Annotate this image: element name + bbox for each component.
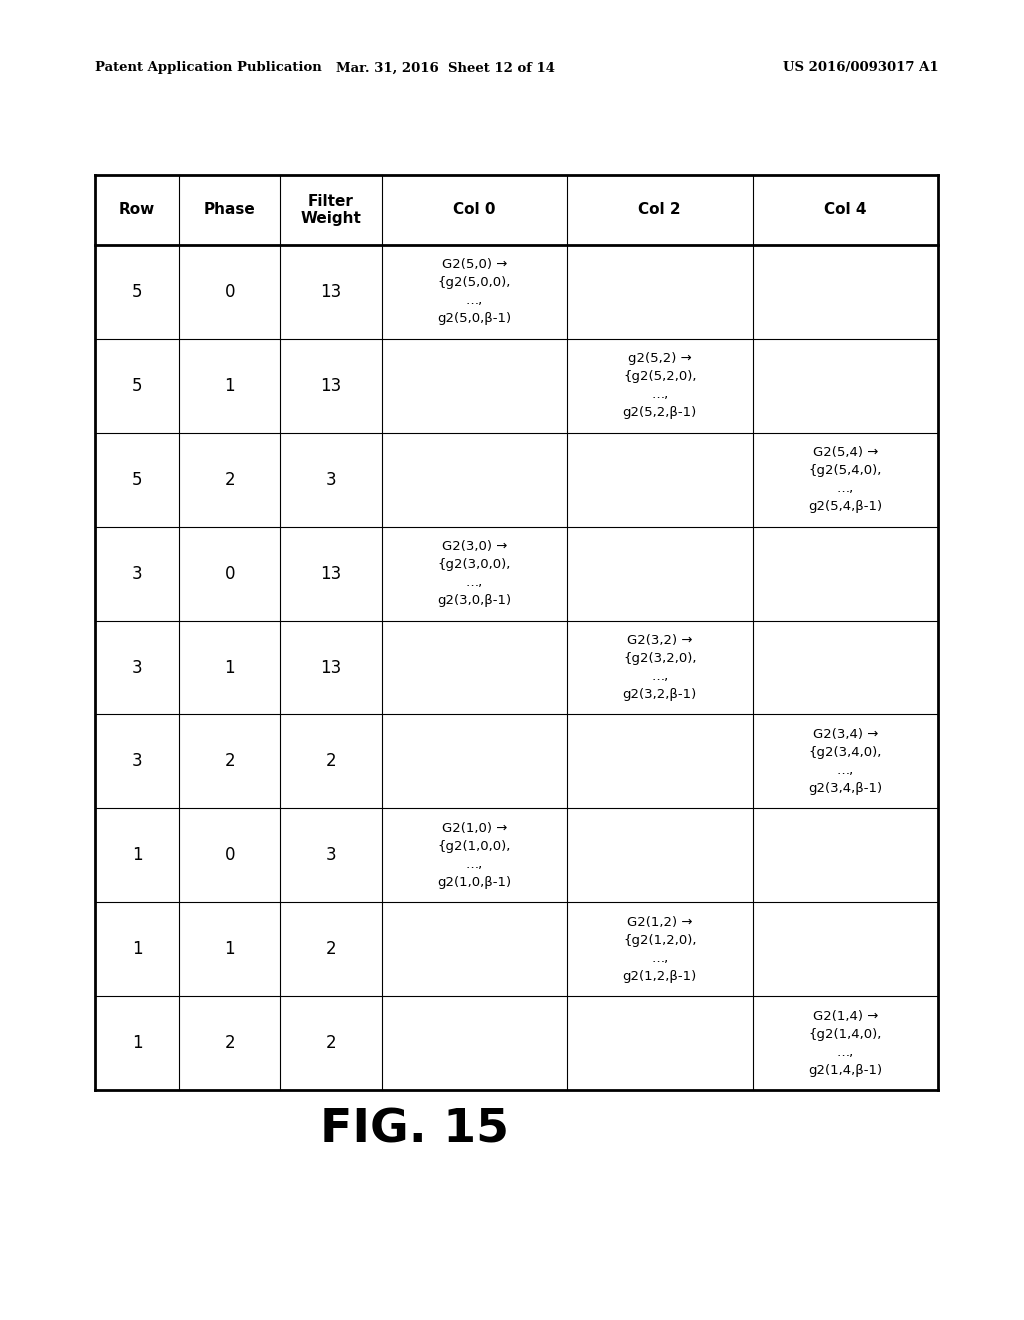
Text: G2(3,4) →
{g2(3,4,0),
…,
g2(3,4,β-1): G2(3,4) → {g2(3,4,0), …, g2(3,4,β-1) — [808, 727, 883, 795]
Text: 3: 3 — [132, 565, 142, 582]
Text: 3: 3 — [326, 471, 336, 488]
Text: G2(5,4) →
{g2(5,4,0),
…,
g2(5,4,β-1): G2(5,4) → {g2(5,4,0), …, g2(5,4,β-1) — [808, 446, 883, 513]
Text: 2: 2 — [224, 471, 236, 488]
Text: Filter
Weight: Filter Weight — [301, 194, 361, 226]
Text: 2: 2 — [326, 940, 336, 958]
Text: 5: 5 — [132, 471, 142, 488]
Text: 13: 13 — [321, 376, 342, 395]
Text: 13: 13 — [321, 282, 342, 301]
Text: FIG. 15: FIG. 15 — [319, 1107, 509, 1152]
Text: G2(1,4) →
{g2(1,4,0),
…,
g2(1,4,β-1): G2(1,4) → {g2(1,4,0), …, g2(1,4,β-1) — [808, 1010, 883, 1077]
Text: 1: 1 — [132, 846, 142, 865]
Text: 1: 1 — [224, 940, 236, 958]
Text: 0: 0 — [224, 282, 236, 301]
Text: G2(1,2) →
{g2(1,2,0),
…,
g2(1,2,β-1): G2(1,2) → {g2(1,2,0), …, g2(1,2,β-1) — [623, 916, 697, 982]
Text: 0: 0 — [224, 565, 236, 582]
Text: 3: 3 — [132, 659, 142, 677]
Text: 3: 3 — [132, 752, 142, 771]
Text: G2(3,2) →
{g2(3,2,0),
…,
g2(3,2,β-1): G2(3,2) → {g2(3,2,0), …, g2(3,2,β-1) — [623, 634, 697, 701]
Text: 2: 2 — [326, 1034, 336, 1052]
Text: 0: 0 — [224, 846, 236, 865]
Text: Phase: Phase — [204, 202, 256, 218]
Text: 2: 2 — [326, 752, 336, 771]
Text: Mar. 31, 2016  Sheet 12 of 14: Mar. 31, 2016 Sheet 12 of 14 — [336, 62, 555, 74]
Text: 1: 1 — [132, 940, 142, 958]
Text: 2: 2 — [224, 752, 236, 771]
Text: 1: 1 — [224, 376, 236, 395]
Text: 2: 2 — [224, 1034, 236, 1052]
Text: 5: 5 — [132, 376, 142, 395]
Text: 13: 13 — [321, 565, 342, 582]
Text: Col 0: Col 0 — [453, 202, 496, 218]
Text: G2(1,0) →
{g2(1,0,0),
…,
g2(1,0,β-1): G2(1,0) → {g2(1,0,0), …, g2(1,0,β-1) — [437, 822, 511, 888]
Text: 3: 3 — [326, 846, 336, 865]
Text: G2(5,0) →
{g2(5,0,0),
…,
g2(5,0,β-1): G2(5,0) → {g2(5,0,0), …, g2(5,0,β-1) — [437, 259, 511, 326]
Text: 13: 13 — [321, 659, 342, 677]
Text: Row: Row — [119, 202, 156, 218]
Text: 1: 1 — [224, 659, 236, 677]
Text: 5: 5 — [132, 282, 142, 301]
Text: 1: 1 — [132, 1034, 142, 1052]
Text: Col 4: Col 4 — [824, 202, 866, 218]
Bar — [95, 176, 938, 1090]
Text: Patent Application Publication: Patent Application Publication — [95, 62, 322, 74]
Text: Col 2: Col 2 — [639, 202, 681, 218]
Text: g2(5,2) →
{g2(5,2,0),
…,
g2(5,2,β-1): g2(5,2) → {g2(5,2,0), …, g2(5,2,β-1) — [623, 352, 697, 420]
Text: G2(3,0) →
{g2(3,0,0),
…,
g2(3,0,β-1): G2(3,0) → {g2(3,0,0), …, g2(3,0,β-1) — [437, 540, 511, 607]
Text: US 2016/0093017 A1: US 2016/0093017 A1 — [783, 62, 939, 74]
